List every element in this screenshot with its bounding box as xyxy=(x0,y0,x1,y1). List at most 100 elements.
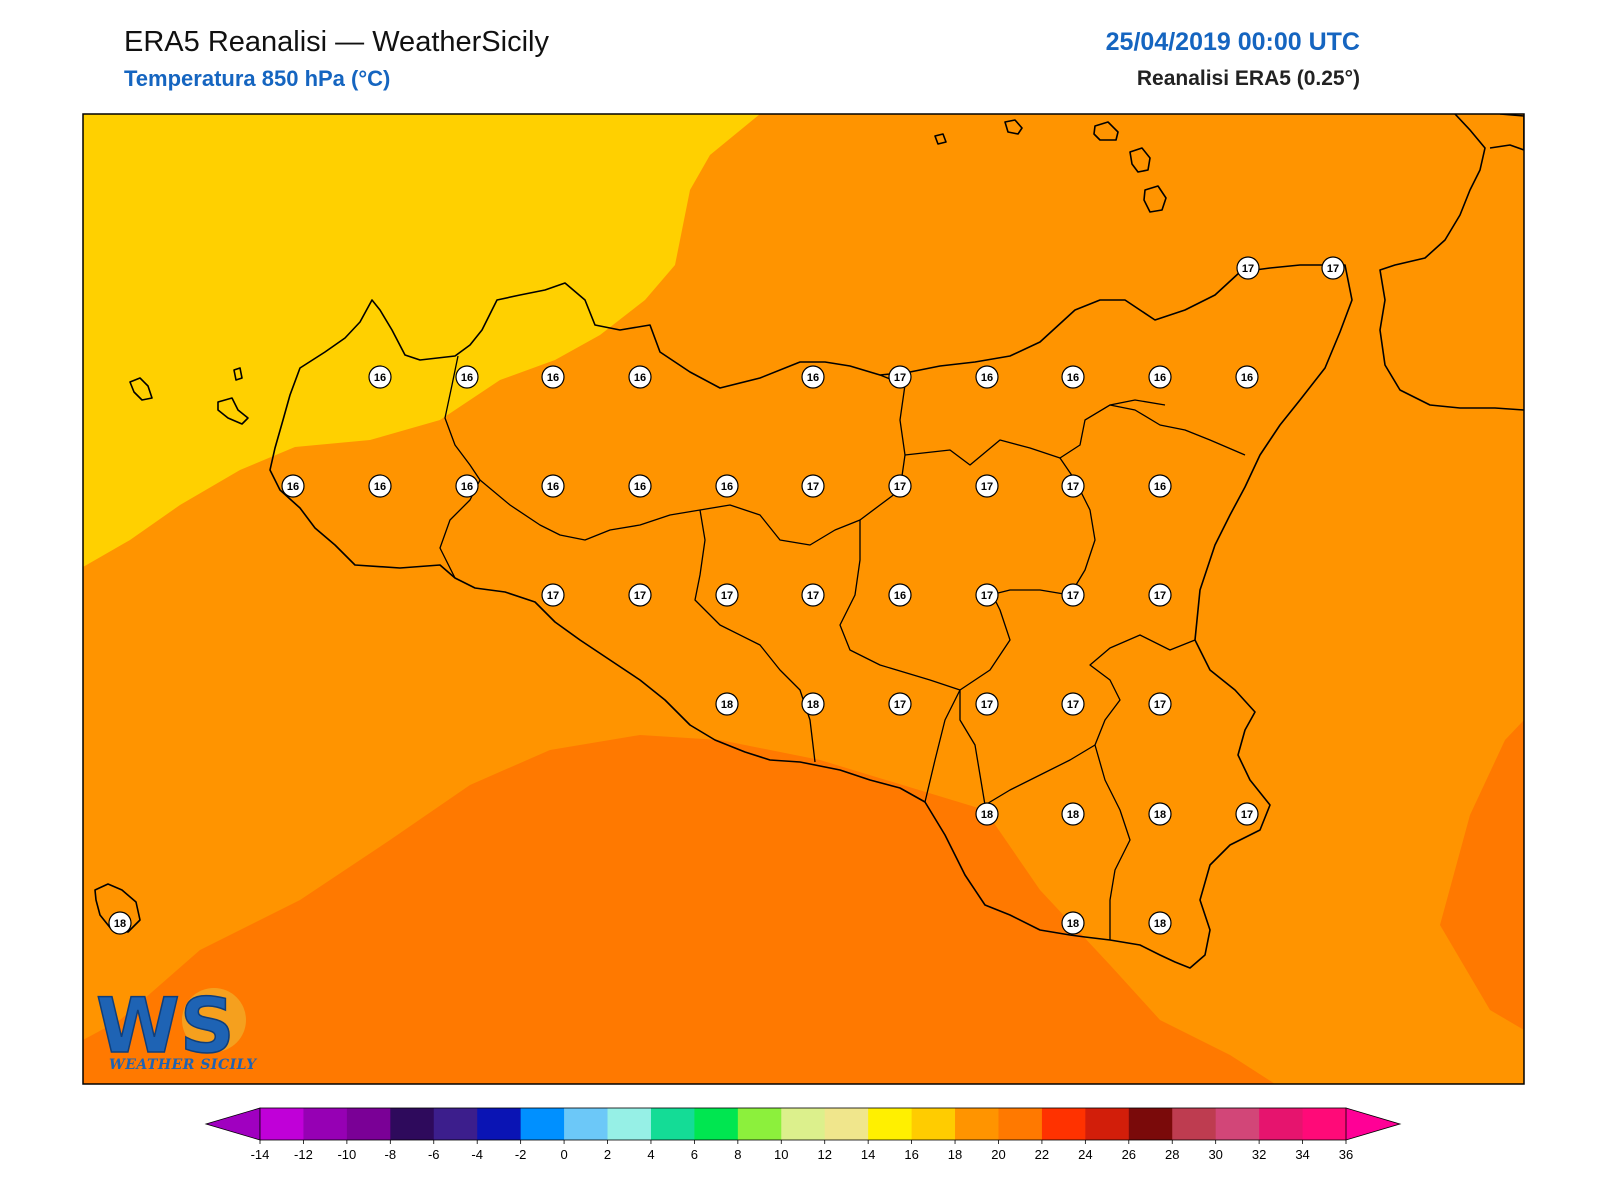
station-circle xyxy=(1235,365,1259,389)
legend-tick-label: 20 xyxy=(991,1147,1005,1162)
legend-over-arrow xyxy=(1345,1107,1402,1141)
legend-swatch xyxy=(650,1108,695,1140)
station-marker: 17 xyxy=(1148,692,1172,716)
legend-tick-label: 2 xyxy=(604,1147,611,1162)
station-marker: 17 xyxy=(1061,474,1085,498)
station-marker: 17 xyxy=(628,583,652,607)
aeolian-island-3 xyxy=(1093,121,1119,141)
legend-tick-label: -2 xyxy=(515,1147,527,1162)
station-circle xyxy=(541,365,565,389)
station-marker: 16 xyxy=(1235,365,1259,389)
station-circle xyxy=(1061,583,1085,607)
egadi-island-1 xyxy=(129,377,153,401)
station-value: 17 xyxy=(1154,590,1166,602)
map-subtitle: Temperatura 850 hPa (°C) xyxy=(124,66,391,91)
legend-tick-label: 24 xyxy=(1078,1147,1092,1162)
station-value: 17 xyxy=(807,481,819,493)
legend-swatch xyxy=(607,1108,652,1140)
legend-swatch xyxy=(433,1108,478,1140)
station-value: 18 xyxy=(721,699,733,711)
legend-tick-label: 0 xyxy=(560,1147,567,1162)
station-marker: 16 xyxy=(455,365,479,389)
model-label: Reanalisi ERA5 (0.25°) xyxy=(1136,67,1360,90)
station-marker: 16 xyxy=(975,365,999,389)
station-marker: 17 xyxy=(1061,692,1085,716)
legend-tick-label: -6 xyxy=(428,1147,440,1162)
aeolian-island-1 xyxy=(934,133,947,145)
station-circle xyxy=(801,365,825,389)
aeolian-island-5 xyxy=(1143,185,1167,213)
station-circle xyxy=(281,474,305,498)
station-value: 17 xyxy=(1241,809,1253,821)
border-ragusa-caltanissetta xyxy=(924,689,961,803)
calabria-coast xyxy=(1379,114,1524,411)
station-value: 16 xyxy=(634,372,646,384)
legend-swatch xyxy=(868,1108,913,1140)
station-value: 17 xyxy=(807,590,819,602)
legend-tick-label: 22 xyxy=(1035,1147,1049,1162)
border-trapani-palermo xyxy=(439,355,481,579)
band-14-16 xyxy=(83,114,760,567)
legend-swatch xyxy=(303,1108,348,1140)
legend-tick-label: 26 xyxy=(1122,1147,1136,1162)
station-marker: 18 xyxy=(715,692,739,716)
station-value: 17 xyxy=(1242,263,1254,275)
station-circle xyxy=(1061,802,1085,826)
station-circle xyxy=(715,474,739,498)
weather-sicily-logo: WS xyxy=(96,982,246,1071)
station-value: 17 xyxy=(1067,481,1079,493)
station-marker: 17 xyxy=(888,692,912,716)
station-circle xyxy=(801,692,825,716)
legend-swatch xyxy=(1172,1108,1217,1140)
legend-tick-label: -4 xyxy=(471,1147,483,1162)
egadi-island-2 xyxy=(217,397,249,425)
station-circle xyxy=(975,365,999,389)
legend-tick-label: 16 xyxy=(904,1147,918,1162)
legend-swatch xyxy=(346,1108,391,1140)
station-markers: 17 17 16 16 16 16 16 17 16 16 16 16 16 16 16 16 16 16 17 17… xyxy=(108,256,1345,935)
legend-tick-label: -14 xyxy=(251,1147,270,1162)
legend-tick-label: 4 xyxy=(647,1147,654,1162)
station-circle xyxy=(801,474,825,498)
station-circle xyxy=(975,802,999,826)
legend-swatch xyxy=(955,1108,999,1140)
station-circle xyxy=(888,692,912,716)
station-value: 17 xyxy=(721,590,733,602)
station-marker: 18 xyxy=(1148,802,1172,826)
station-circle xyxy=(715,692,739,716)
station-circle xyxy=(801,583,825,607)
station-circle xyxy=(1235,802,1259,826)
legend-tick-label: -8 xyxy=(385,1147,397,1162)
station-marker: 17 xyxy=(975,692,999,716)
legend-swatch xyxy=(260,1108,304,1140)
station-marker: 16 xyxy=(628,365,652,389)
legend-tick-label: -12 xyxy=(294,1147,313,1162)
legend-swatch xyxy=(737,1108,782,1140)
station-circle xyxy=(541,474,565,498)
logo-text: WEATHER SICILY xyxy=(109,1057,257,1073)
station-circle xyxy=(975,474,999,498)
legend-swatch xyxy=(1128,1108,1173,1140)
border-messina-catania xyxy=(1084,399,1166,421)
station-value: 16 xyxy=(1154,372,1166,384)
station-value: 16 xyxy=(461,481,473,493)
station-value: 16 xyxy=(721,481,733,493)
station-circle xyxy=(888,583,912,607)
legend-swatch xyxy=(911,1108,956,1140)
station-circle xyxy=(1061,911,1085,935)
legend-tick-label: -10 xyxy=(337,1147,356,1162)
station-value: 16 xyxy=(461,372,473,384)
legend-swatch xyxy=(824,1108,869,1140)
station-value: 16 xyxy=(287,481,299,493)
province-borders xyxy=(439,355,1246,940)
station-value: 17 xyxy=(981,590,993,602)
legend-swatch xyxy=(1302,1108,1347,1140)
station-marker: 16 xyxy=(715,474,739,498)
legend-swatch xyxy=(1215,1108,1260,1140)
legend-swatch xyxy=(694,1108,739,1140)
station-circle xyxy=(1148,692,1172,716)
station-value: 16 xyxy=(1241,372,1253,384)
legend-swatch xyxy=(1085,1108,1130,1140)
station-marker: 18 xyxy=(1061,802,1085,826)
